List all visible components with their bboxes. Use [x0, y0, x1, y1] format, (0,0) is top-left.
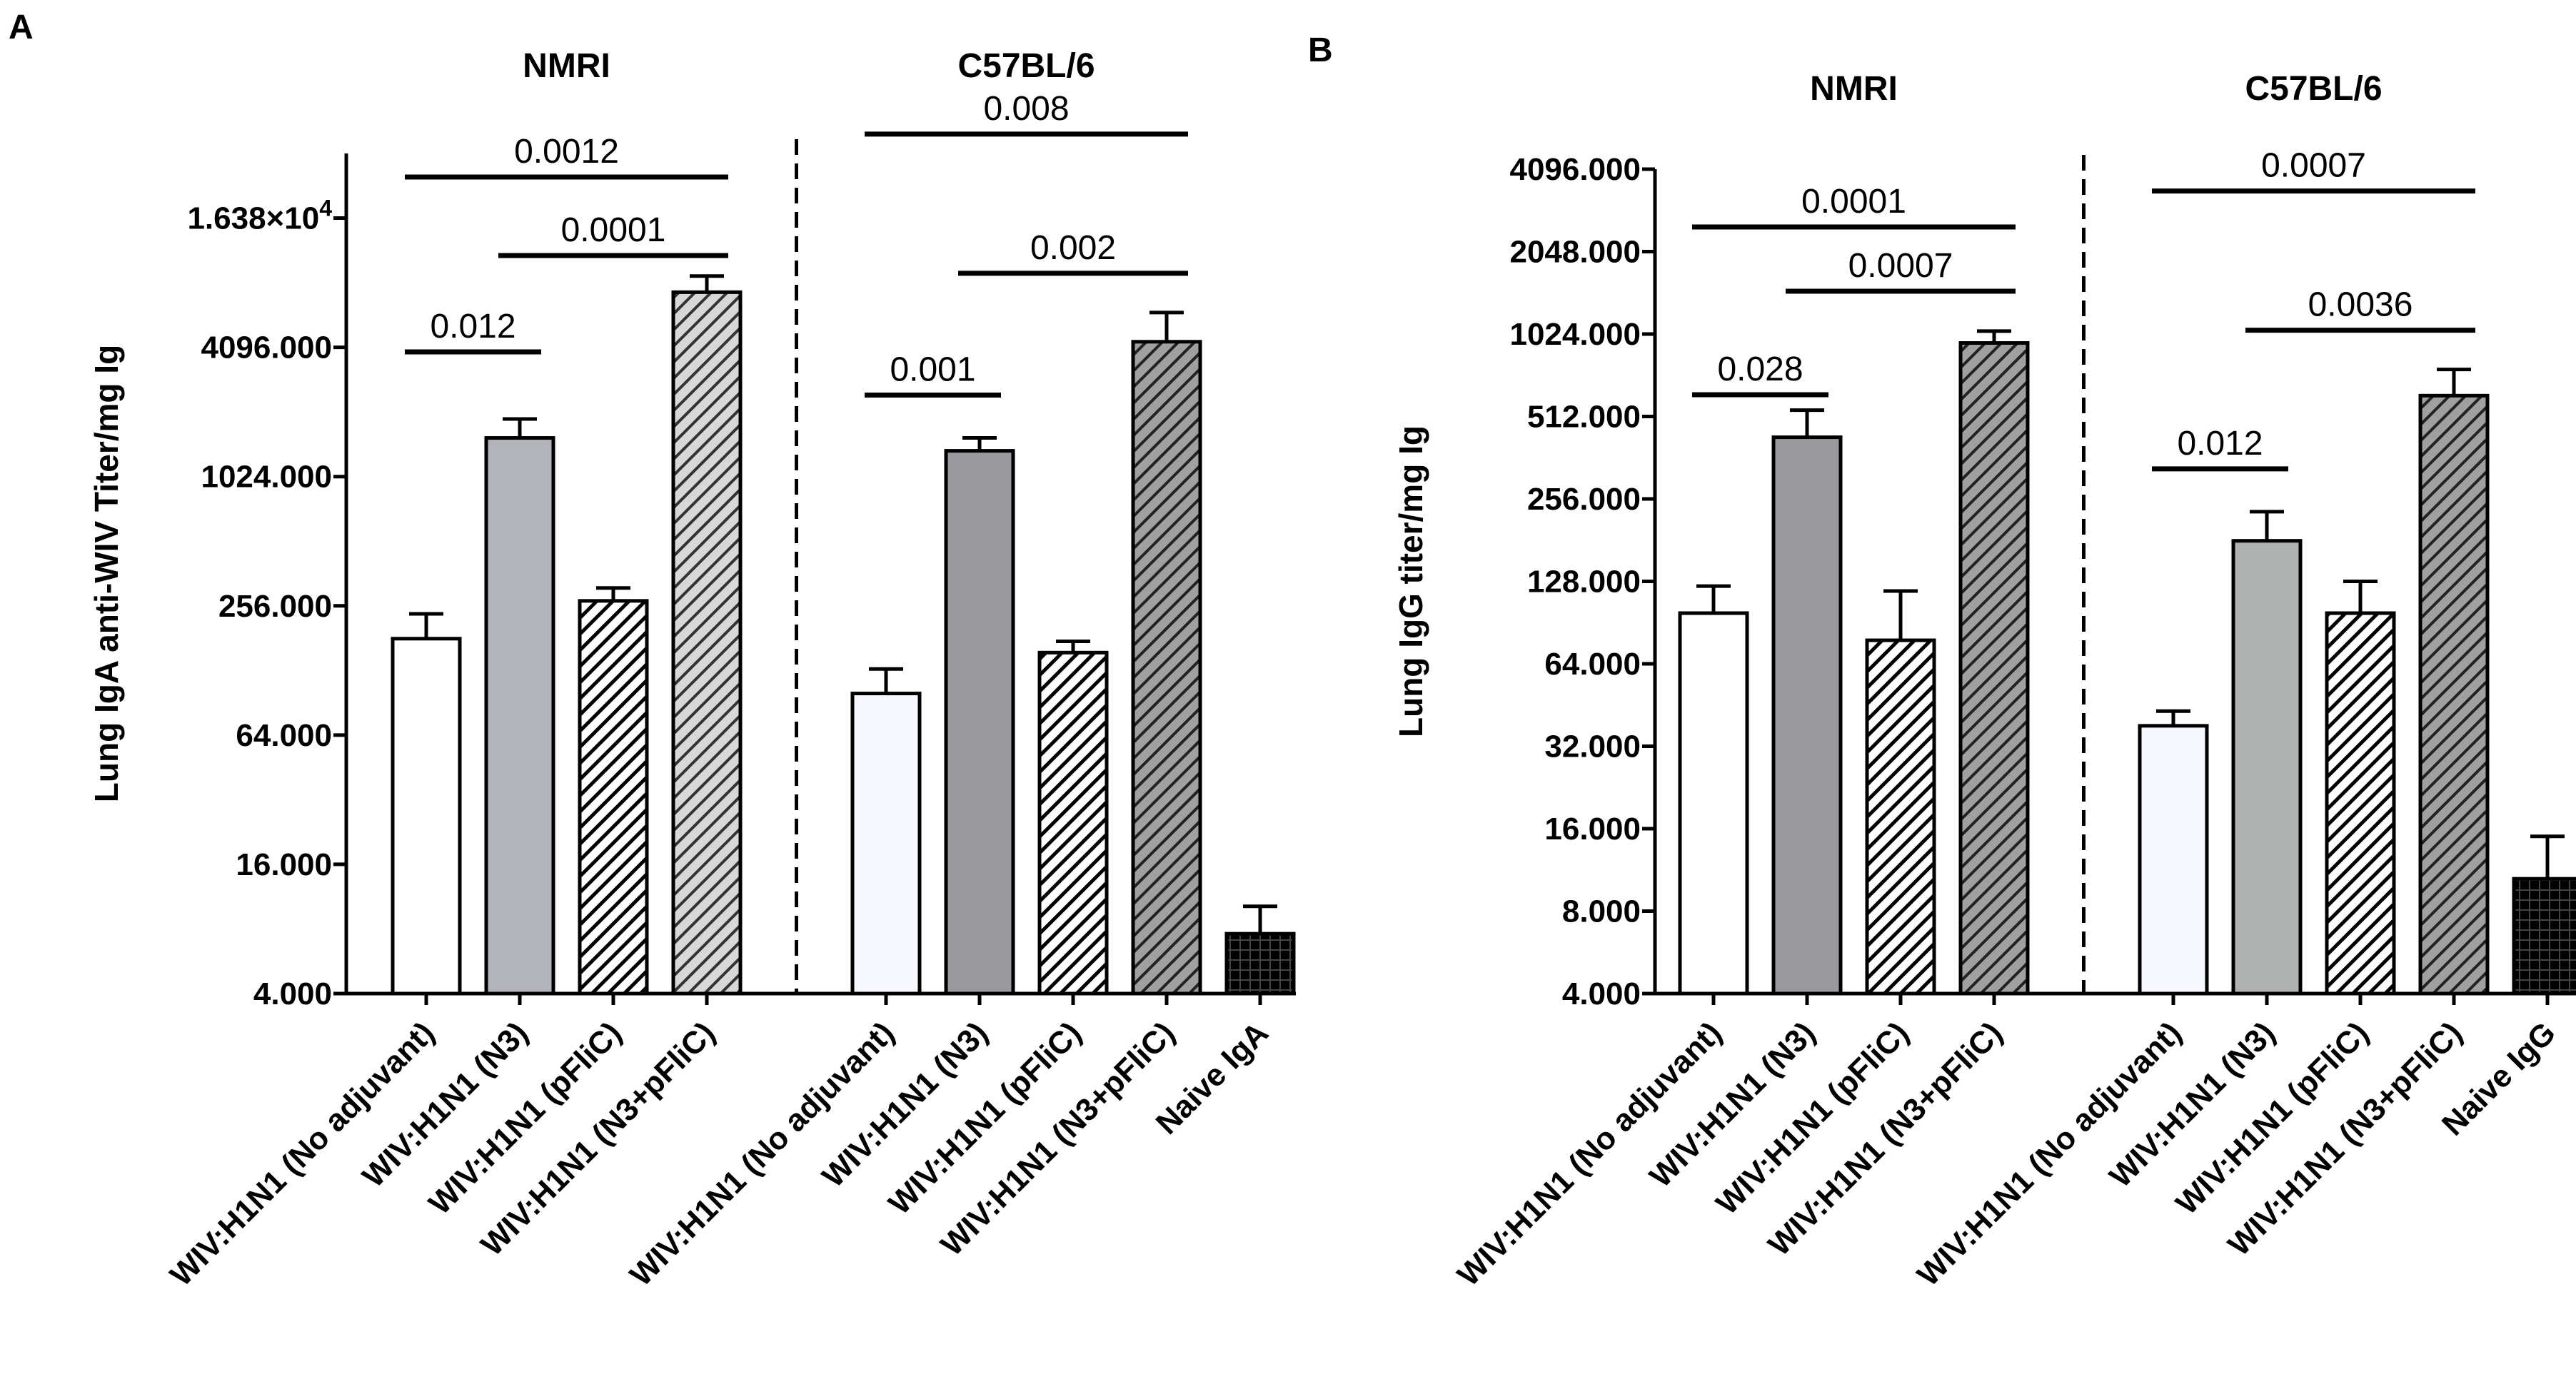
y-tick-label: 4.000 — [253, 976, 332, 1011]
bar — [671, 290, 743, 996]
p-value-label: 0.0001 — [1801, 183, 1906, 221]
x-tick-label: WIV:H1N1 (N3) — [815, 1015, 995, 1194]
p-value-label: 0.001 — [890, 351, 975, 389]
y-tick-label: 8.000 — [1562, 894, 1641, 929]
x-tick-label: WIV:H1N1 (N3) — [1643, 1015, 1822, 1194]
y-tick-label: 512.000 — [1527, 400, 1641, 435]
strain-label: C57BL/6 — [957, 47, 1095, 85]
bar — [1865, 638, 1936, 996]
y-tick-exponent: 4 — [319, 196, 332, 221]
p-value-label: 0.0001 — [561, 211, 666, 249]
panel-a: A 4.000 16.000 64.000 256.000 1024.000 4096.00… — [9, 9, 1296, 1293]
y-tick-label: 32.000 — [1544, 729, 1641, 764]
y-tick-label: 256.000 — [1527, 482, 1641, 517]
panel-letter: A — [9, 9, 34, 46]
y-axis-label: Lung IgA anti-WIV Titer/mg Ig — [88, 345, 125, 802]
y-tick-label: 4096.000 — [201, 330, 332, 365]
y-tick-label: 64.000 — [1544, 647, 1641, 682]
p-value-label: 0.0007 — [2261, 147, 2366, 185]
panel-letter: B — [1308, 31, 1333, 69]
p-value-label: 0.0036 — [2308, 286, 2413, 324]
bar — [944, 449, 1015, 996]
bar — [1678, 611, 1749, 996]
bar — [2138, 724, 2209, 996]
x-tick-label: WIV:H1N1 (N3) — [2103, 1015, 2282, 1194]
bar — [1958, 340, 2030, 996]
y-tick-label: 1024.000 — [201, 460, 332, 495]
y-tick-label: 16.000 — [236, 847, 332, 882]
p-value-label: 0.002 — [1030, 229, 1116, 267]
y-tick-label: 64.000 — [236, 718, 332, 753]
strain-label: NMRI — [523, 47, 610, 85]
y-tick-label: 1024.000 — [1509, 317, 1641, 352]
p-value-label: 0.008 — [983, 90, 1069, 128]
x-tick-label: WIV:H1N1 (N3) — [356, 1015, 535, 1194]
bar — [850, 692, 922, 996]
y-tick-label: 4.000 — [1562, 976, 1641, 1011]
y-tick-label: 128.000 — [1527, 565, 1641, 600]
p-value-label: 0.0012 — [514, 133, 619, 171]
bar — [578, 599, 649, 996]
y-tick-label: 256.000 — [218, 589, 332, 624]
panel-b: B 4.000 8.000 16.000 32.000 64.000 128.000 256.… — [1308, 31, 2576, 1293]
bar — [2325, 611, 2396, 996]
bar — [1771, 435, 1843, 996]
p-value-label: 0.012 — [430, 308, 515, 345]
bar — [1224, 931, 1296, 996]
bar — [484, 436, 555, 996]
y-tick-label: 4096.000 — [1509, 152, 1641, 187]
p-value-label: 0.028 — [1717, 350, 1803, 388]
bar — [2231, 539, 2303, 996]
y-tick-label: 2048.000 — [1509, 235, 1641, 270]
bar — [2512, 877, 2576, 996]
p-value-label: 0.012 — [2177, 425, 2263, 463]
p-value-label: 0.0007 — [1848, 247, 1953, 285]
bar — [1131, 340, 1202, 996]
strain-label: C57BL/6 — [2245, 70, 2382, 108]
bar — [1037, 650, 1109, 996]
y-axis-label: Lung IgG titer/mg Ig — [1392, 425, 1429, 737]
y-tick-label: 16.000 — [1544, 812, 1641, 847]
strain-label: NMRI — [1810, 70, 1898, 108]
bar — [2418, 393, 2490, 996]
y-tick-label: 1.638×104 — [187, 196, 332, 236]
bar — [391, 637, 462, 996]
